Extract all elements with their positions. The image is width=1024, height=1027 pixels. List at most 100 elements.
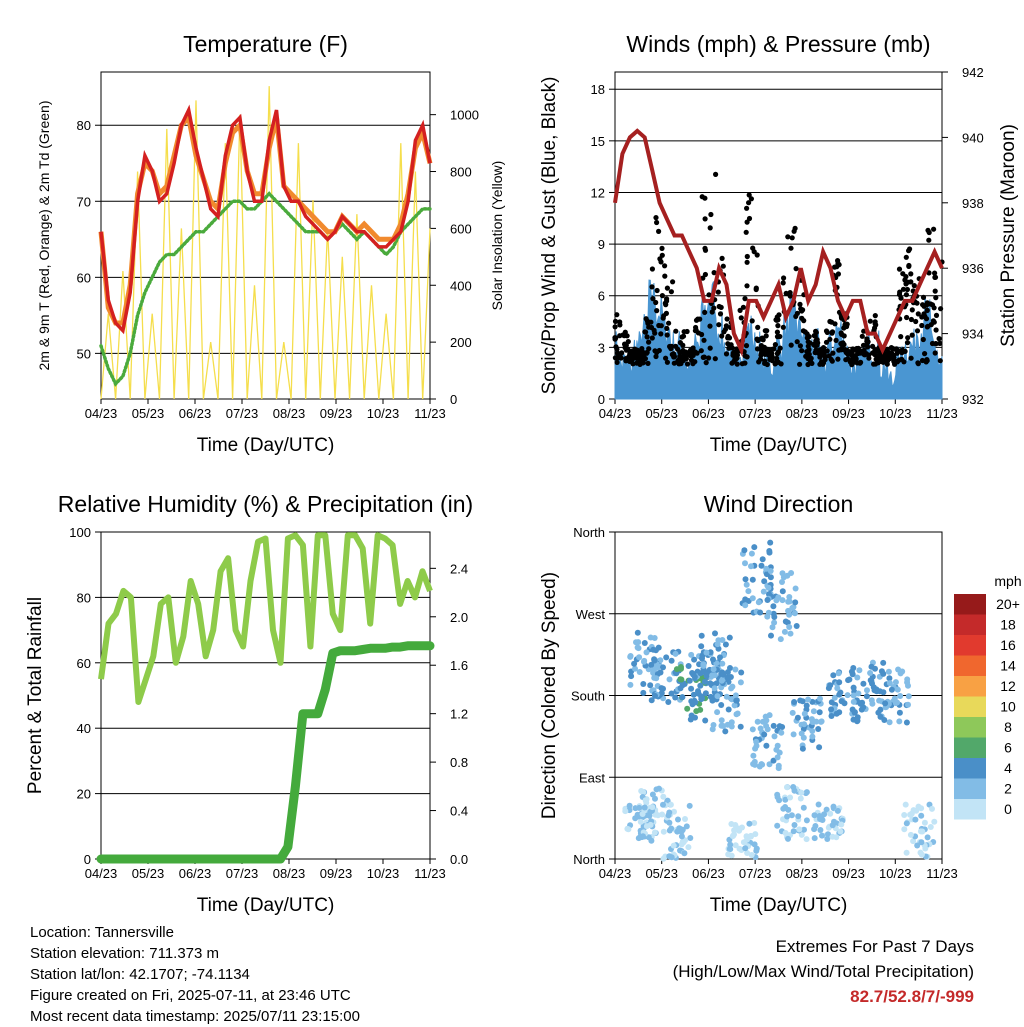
direction-point <box>651 656 658 663</box>
direction-point <box>711 672 718 679</box>
gust-point <box>702 216 708 222</box>
gust-point <box>823 328 830 334</box>
figure-created: Figure created on Fri, 2025-07-11, at 23… <box>30 987 351 1004</box>
y2-tick-label: 942 <box>962 65 984 80</box>
colorbar-title: mph <box>994 573 1021 589</box>
gust-point <box>697 316 703 322</box>
direction-point <box>767 574 774 581</box>
direction-point <box>765 609 772 616</box>
direction-point <box>788 812 795 819</box>
gust-point <box>612 324 618 330</box>
y2-tick-label: 934 <box>962 327 984 342</box>
gust-point <box>680 347 686 354</box>
gust-point <box>814 342 820 348</box>
y2-tick-label: 1.6 <box>450 658 468 673</box>
gust-point <box>623 342 629 348</box>
direction-point <box>684 705 691 712</box>
gust-point <box>891 359 897 365</box>
direction-point <box>625 826 632 833</box>
direction-point <box>693 708 700 715</box>
y2-tick-label: 600 <box>450 221 472 236</box>
direction-point <box>918 812 925 819</box>
direction-point <box>785 607 792 614</box>
direction-point <box>690 671 697 678</box>
direction-point <box>760 718 766 725</box>
colorbar-swatch <box>954 676 986 697</box>
gust-point <box>931 226 937 232</box>
x-tick-label: 07/23 <box>739 866 772 881</box>
gust-point <box>711 305 717 311</box>
direction-point <box>652 692 658 699</box>
direction-point <box>671 808 677 815</box>
direction-point <box>834 685 841 692</box>
gust-point <box>897 289 903 295</box>
x-tick-label: 05/23 <box>645 866 678 881</box>
direction-point <box>791 787 798 794</box>
direction-point <box>700 662 707 669</box>
gust-point <box>835 271 842 277</box>
colorbar-swatch <box>954 614 986 635</box>
gust-point <box>833 337 839 343</box>
direction-point <box>686 677 693 684</box>
gust-point <box>871 361 877 367</box>
direction-point <box>903 719 910 726</box>
direction-point <box>770 603 777 610</box>
direction-point <box>660 801 666 808</box>
direction-point <box>665 812 672 819</box>
y-tick-label: 9 <box>598 237 605 252</box>
direction-point <box>660 793 667 800</box>
direction-point <box>800 734 807 741</box>
gust-point <box>701 354 707 360</box>
gust-point <box>836 262 842 268</box>
gust-point <box>933 295 939 301</box>
gust-point <box>707 323 713 329</box>
station-location: Location: Tannersville <box>30 924 174 941</box>
gust-point <box>683 352 689 359</box>
direction-point <box>622 808 629 815</box>
direction-point <box>886 719 893 726</box>
gust-point <box>664 359 671 365</box>
y-tick-label: 20 <box>77 787 91 802</box>
gust-point <box>744 259 750 265</box>
gust-point <box>755 324 761 330</box>
station-elevation: Station elevation: 711.373 m <box>30 945 220 962</box>
gust-point <box>675 358 681 364</box>
gust-point <box>926 229 932 236</box>
gust-point <box>699 194 705 200</box>
gust-point <box>785 234 791 240</box>
x-tick-label: 09/23 <box>832 866 865 881</box>
y-axis-label: Percent & Total Rainfall <box>25 597 46 794</box>
direction-point <box>678 833 685 840</box>
x-tick-label: 08/23 <box>273 406 306 421</box>
direction-point <box>636 669 643 675</box>
gust-point <box>740 304 747 310</box>
direction-point <box>897 693 904 699</box>
gust-point <box>687 350 693 356</box>
direction-point <box>830 672 837 679</box>
direction-point <box>626 802 633 809</box>
gust-point <box>780 324 786 330</box>
direction-point <box>791 699 798 705</box>
direction-point <box>742 845 749 852</box>
gust-point <box>701 337 707 343</box>
direction-point <box>710 666 717 673</box>
y2-tick-label: 1000 <box>450 108 479 123</box>
colorbar-label: 10 <box>1000 699 1016 715</box>
gust-point <box>744 354 750 360</box>
gust-point <box>662 263 668 269</box>
direction-point <box>631 660 638 667</box>
y-axis-label: 2m & 9m T (Red, Orange) & 2m Td (Green) <box>36 101 52 371</box>
gust-point <box>774 329 781 335</box>
gust-point <box>867 318 873 324</box>
direction-point <box>860 680 867 687</box>
gust-point <box>748 196 755 202</box>
direction-point <box>730 832 737 839</box>
x-tick-label: 10/23 <box>367 866 400 881</box>
direction-point <box>698 632 705 639</box>
direction-point <box>896 709 903 716</box>
gust-point <box>744 205 750 211</box>
gust-point <box>614 312 620 318</box>
direction-point <box>737 723 744 730</box>
direction-point <box>886 680 893 687</box>
